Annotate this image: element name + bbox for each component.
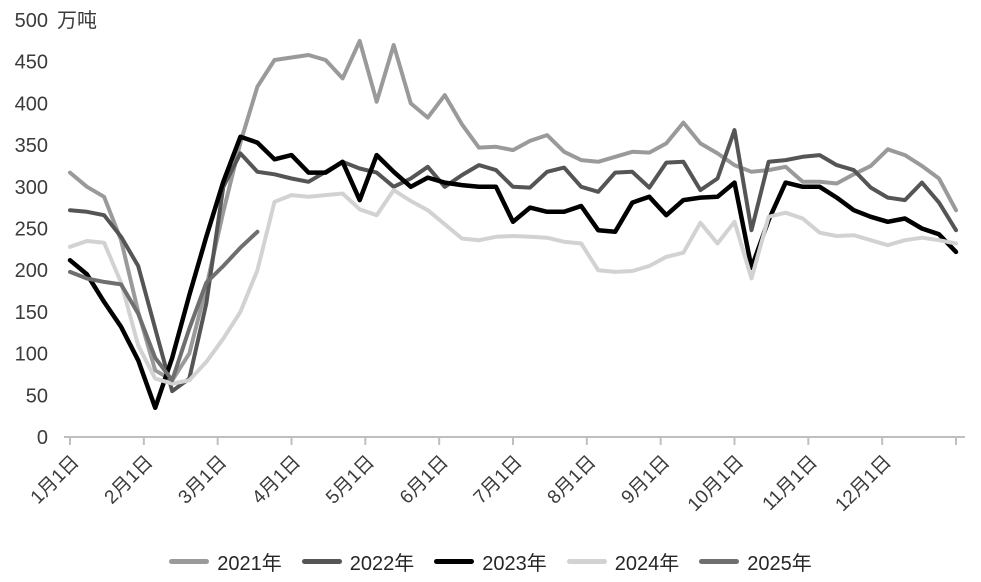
legend-label: 2024年	[614, 553, 680, 575]
x-tick-label: 4月1日	[248, 452, 305, 509]
y-tick-label: 150	[15, 302, 48, 324]
legend-line-swatch	[301, 559, 342, 564]
legend-label: 2025年	[747, 553, 812, 575]
y-tick-label: 250	[15, 219, 48, 241]
series-line-2025	[68, 229, 260, 383]
x-tick-label: 11月1日	[759, 452, 822, 515]
x-tick-label: 6月1日	[396, 452, 453, 509]
y-tick-label: 450	[15, 52, 48, 74]
series-line-2023	[67, 134, 959, 411]
x-tick-label: 8月1日	[544, 452, 601, 509]
legend-item-2022: 2022年	[301, 547, 415, 576]
x-axis	[64, 436, 965, 445]
y-tick-label: 200	[15, 260, 48, 282]
series-line-2022	[68, 128, 958, 394]
x-tick-label: 9月1日	[618, 452, 675, 509]
legend-line-swatch	[434, 559, 475, 564]
y-tick-label: 50	[26, 385, 48, 407]
y-tick-label: 500	[15, 10, 48, 32]
x-tick-label: 10月1日	[684, 452, 748, 516]
y-tick-label: 0	[37, 427, 48, 449]
legend-item-2023: 2023年	[434, 547, 547, 576]
legend-line-swatch	[169, 559, 210, 564]
legend-label: 2023年	[482, 553, 547, 575]
series-line-2021	[68, 38, 958, 383]
x-tick-label: 2月1日	[101, 452, 158, 509]
series-line-2024	[68, 188, 958, 386]
data-series-lines	[67, 38, 959, 411]
legend-line-swatch	[566, 559, 607, 564]
legend-label: 2022年	[349, 553, 415, 575]
x-tick-label: 1月1日	[27, 452, 84, 509]
legend-label: 2021年	[217, 553, 282, 575]
x-tick-label: 3月1日	[175, 452, 232, 509]
legend-item-2021: 2021年	[169, 547, 282, 576]
chart-legend: 2021年 2022年 2023年 2024年 2025年	[0, 547, 981, 576]
x-tick-label: 5月1日	[322, 452, 379, 509]
legend-line-swatch	[699, 559, 740, 564]
y-axis-tick-labels: 0 50 100 150 200 250 300 350 400 450 500	[15, 10, 48, 449]
y-tick-label: 400	[15, 93, 48, 115]
y-tick-label: 300	[15, 177, 48, 199]
x-tick-label: 7月1日	[470, 452, 527, 509]
x-tick-label: 12月1日	[832, 452, 896, 516]
y-axis-unit-label: 万吨	[57, 9, 97, 32]
x-axis-tick-labels: 1月1日 2月1日 3月1日 4月1日 5月1日 6月1日 7月1日 8月1日 9月1日 10月1…	[27, 452, 896, 516]
legend-item-2025: 2025年	[699, 547, 812, 576]
legend-item-2024: 2024年	[566, 547, 680, 576]
y-tick-label: 350	[15, 135, 48, 157]
y-tick-label: 100	[15, 344, 48, 366]
